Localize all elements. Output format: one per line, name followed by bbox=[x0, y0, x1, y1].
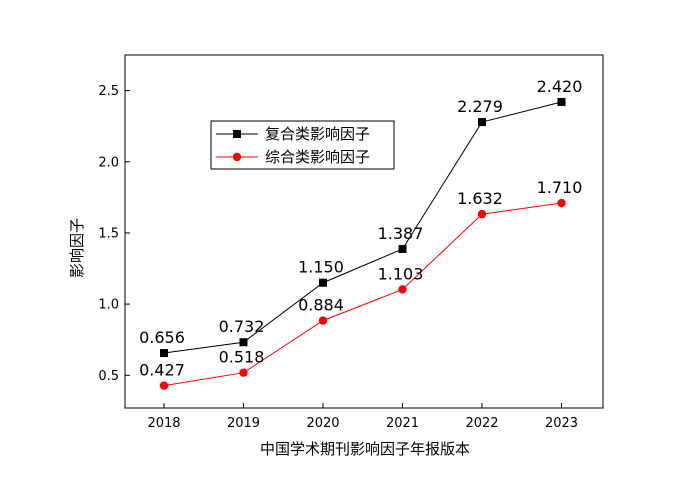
series-line-2 bbox=[163, 202, 562, 387]
data-point bbox=[160, 349, 168, 358]
data-point bbox=[239, 368, 248, 377]
data-label: 2.279 bbox=[457, 97, 503, 116]
legend-marker bbox=[233, 130, 241, 138]
plot-frame bbox=[124, 54, 604, 409]
data-label: 0.427 bbox=[139, 361, 185, 380]
legend-box bbox=[210, 120, 395, 170]
data-point bbox=[557, 97, 566, 106]
series-layer bbox=[159, 97, 566, 390]
data-point bbox=[239, 338, 248, 347]
x-tick-label: 2022 bbox=[465, 416, 498, 431]
data-point bbox=[398, 245, 407, 254]
data-label: 2.420 bbox=[537, 77, 583, 96]
data-label: 0.518 bbox=[219, 348, 265, 367]
data-point bbox=[557, 198, 566, 208]
legend-marker bbox=[232, 152, 242, 162]
y-tick-label: 2.5 bbox=[98, 84, 119, 99]
data-label: 1.710 bbox=[537, 178, 583, 197]
y-tick-label: 0.5 bbox=[98, 369, 119, 384]
x-tick-label: 2023 bbox=[545, 416, 578, 431]
data-label: 1.632 bbox=[457, 189, 503, 208]
x-tick-label: 2021 bbox=[386, 416, 419, 431]
data-label: 0.884 bbox=[298, 296, 344, 315]
data-point bbox=[478, 118, 486, 127]
data-point bbox=[398, 285, 407, 294]
y-axis-title: 影响因子 bbox=[68, 218, 86, 278]
x-axis-title: 中国学术期刊影响因子年报版本 bbox=[260, 440, 470, 458]
data-point bbox=[159, 381, 169, 390]
data-label: 1.387 bbox=[378, 224, 424, 243]
data-point bbox=[318, 316, 328, 325]
data-point bbox=[319, 278, 327, 287]
legend-label: 综合类影响因子 bbox=[265, 148, 370, 166]
series-line-1 bbox=[163, 101, 562, 354]
data-label: 0.656 bbox=[139, 328, 185, 347]
plot-axes: 0.5 1.0 1.5 2.0 2.5 2018 2019 2020 2021 2022 2023 bbox=[98, 54, 604, 431]
data-labels: 0.656 0.732 1.150 1.387 2.279 2.420 0.427 0.518… bbox=[139, 77, 582, 380]
data-label: 0.732 bbox=[219, 317, 265, 336]
data-label: 1.103 bbox=[378, 264, 424, 283]
data-label: 1.150 bbox=[298, 258, 344, 277]
data-point bbox=[477, 209, 487, 219]
x-tick-label: 2018 bbox=[147, 416, 180, 431]
x-tick-label: 2020 bbox=[306, 416, 339, 431]
y-tick-label: 1.0 bbox=[98, 298, 119, 313]
legend-label: 复合类影响因子 bbox=[265, 125, 370, 143]
y-tick-label: 1.5 bbox=[98, 226, 119, 241]
y-tick-label: 2.0 bbox=[98, 155, 119, 170]
x-tick-label: 2019 bbox=[227, 416, 260, 431]
